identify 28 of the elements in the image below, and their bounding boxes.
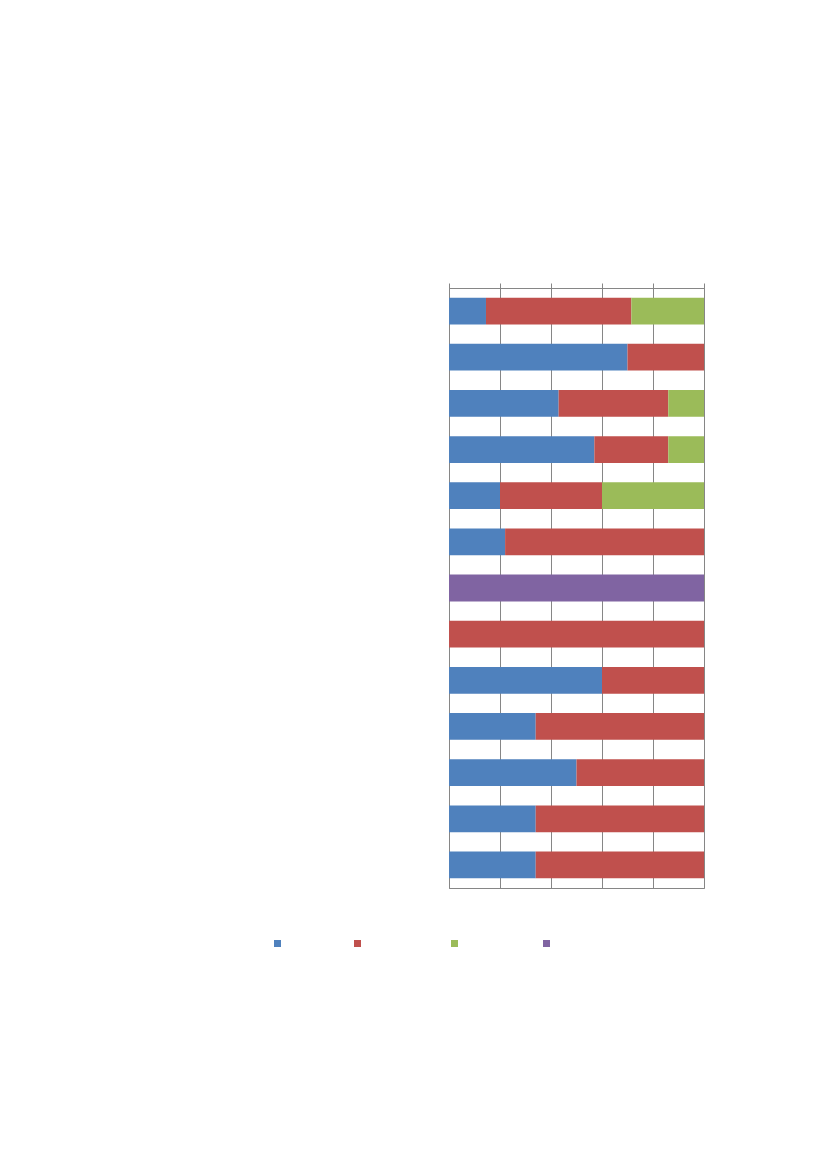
- bar: [500, 482, 602, 510]
- bar: [558, 390, 669, 417]
- bar: [631, 297, 704, 325]
- bar: [535, 805, 704, 833]
- bar: [449, 759, 577, 786]
- bar: [602, 666, 704, 694]
- bar: [449, 713, 536, 740]
- bar: [449, 343, 628, 371]
- bar: [449, 528, 506, 556]
- bar: [449, 297, 486, 325]
- bar: [449, 666, 602, 694]
- bar: [535, 851, 704, 879]
- bar: [449, 390, 559, 417]
- bar: [485, 297, 632, 325]
- bar: [602, 482, 704, 510]
- bar: [668, 390, 704, 417]
- bar: [449, 805, 536, 833]
- bar: [449, 574, 704, 602]
- bar: [535, 713, 704, 740]
- bar: [449, 482, 500, 510]
- bar: [449, 851, 536, 879]
- bar: [576, 759, 704, 786]
- bar: [594, 436, 669, 463]
- bar: [627, 343, 704, 371]
- bar: [449, 436, 595, 463]
- bar: [505, 528, 704, 556]
- bar: [668, 436, 704, 463]
- bar: [449, 620, 704, 648]
